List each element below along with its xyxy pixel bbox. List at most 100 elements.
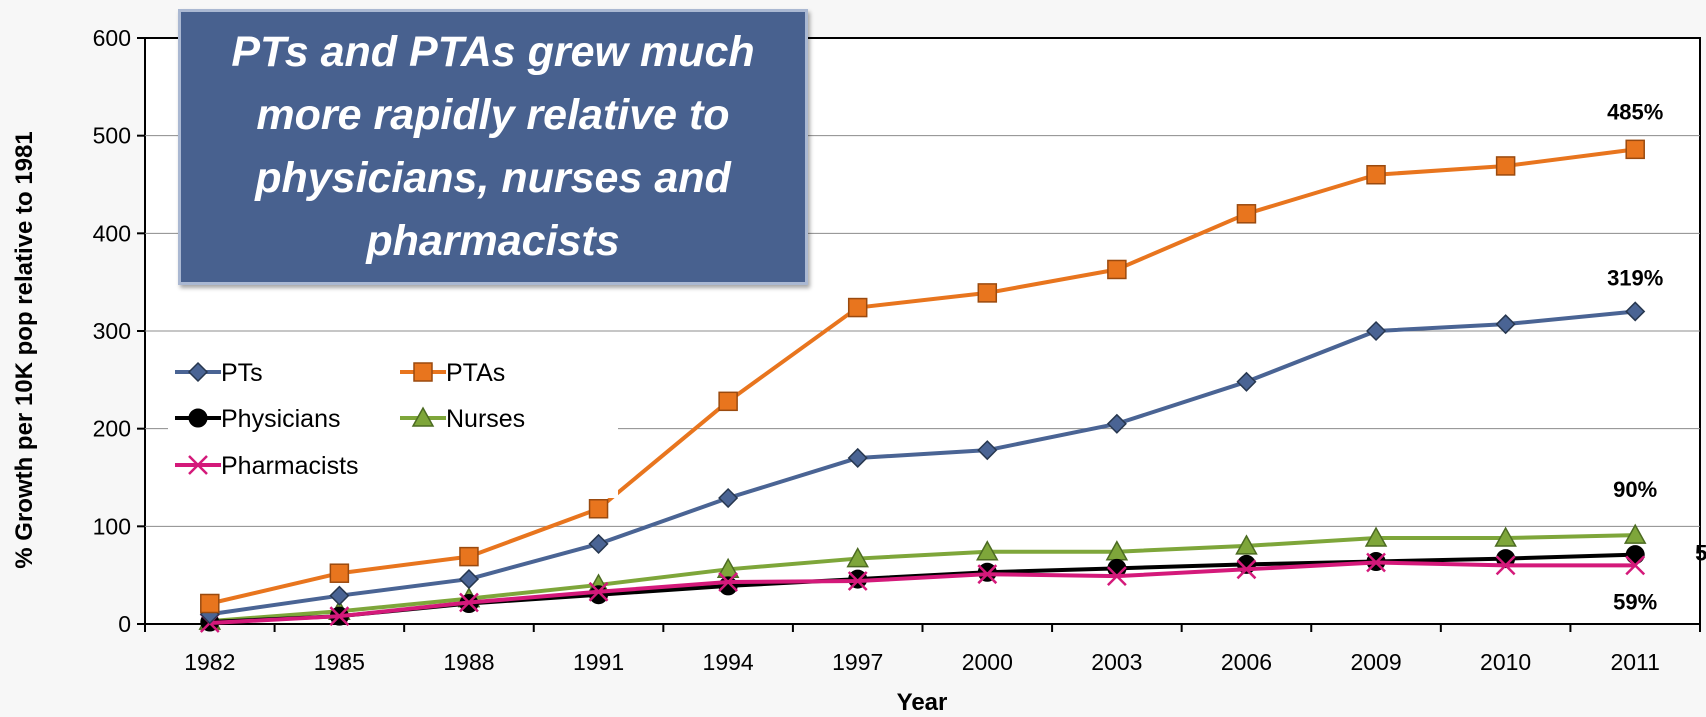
data-point-pharmacists: [1625, 555, 1646, 576]
data-point-nurses: [846, 547, 869, 568]
end-label-physicians: 59%: [1695, 541, 1706, 566]
legend-item-ptas: PTAs: [400, 359, 505, 387]
legend-item-pharmacists: Pharmacists: [175, 452, 359, 480]
x-tick-label: 2010: [1480, 649, 1531, 675]
x-tick-label: 1991: [573, 649, 624, 675]
data-point-nurses: [1494, 526, 1517, 547]
chart-title-box: PTs and PTAs grew much more rapidly rela…: [178, 9, 808, 285]
data-point-pharmacists: [718, 572, 739, 592]
legend-item-nurses: Nurses: [400, 405, 525, 433]
data-point-pts: [1236, 371, 1257, 392]
y-tick-label: 0: [118, 611, 131, 637]
x-tick-label: 2011: [1610, 649, 1659, 675]
axes: 0 100 200 300 400 500 600 1982 1985 1988 1991 1994 1…: [93, 25, 1701, 675]
data-point-pts: [458, 569, 480, 590]
legend-label: Nurses: [446, 405, 525, 433]
y-axis-title: % Growth per 10K pop relative to 1981: [11, 131, 38, 568]
data-point-nurses: [976, 540, 999, 561]
data-point-physicians: [1625, 545, 1645, 565]
x-tick-label: 1988: [443, 649, 494, 675]
end-label-ptas: 485%: [1607, 99, 1663, 124]
chart-title: PTs and PTAs grew much more rapidly rela…: [231, 28, 755, 265]
series-nurses: [198, 523, 1647, 630]
data-point-pharmacists: [459, 592, 479, 613]
data-point-pts: [1625, 301, 1646, 322]
data-point-pts: [977, 440, 998, 461]
x-axis-title: Year: [897, 689, 948, 716]
x-tick-label: 2000: [962, 649, 1013, 675]
legend-label: PTAs: [446, 359, 505, 387]
legend-background: [168, 348, 618, 498]
legend-marker: [413, 362, 433, 382]
data-point-pts: [1365, 320, 1387, 342]
data-point-pharmacists: [977, 564, 998, 585]
y-tick-label: 600: [93, 25, 131, 51]
series-line-pts: [209, 309, 1636, 617]
series-line-ptas: [209, 147, 1636, 606]
y-tick-label: 100: [93, 513, 131, 539]
data-point-pharmacists: [329, 606, 350, 627]
legend-marker: [187, 361, 209, 383]
data-point-ptas: [1366, 164, 1386, 185]
data-point-ptas: [847, 297, 868, 318]
data-point-ptas: [588, 499, 609, 519]
data-point-ptas: [1495, 156, 1516, 176]
data-point-nurses: [1364, 526, 1388, 547]
data-point-physicians: [718, 576, 738, 596]
data-point-pts: [588, 533, 609, 554]
legend-marker: [188, 408, 208, 428]
x-tick-label: 1997: [832, 649, 883, 675]
y-tick-label: 400: [93, 220, 131, 246]
data-point-pts: [718, 487, 739, 509]
data-point-pharmacists: [1106, 566, 1127, 587]
series-line-nurses: [209, 533, 1636, 624]
legend-marker: [411, 406, 435, 427]
data-point-ptas: [200, 593, 220, 614]
data-point-ptas: [329, 563, 350, 583]
data-point-pts: [1106, 413, 1127, 434]
data-point-ptas: [1236, 204, 1257, 224]
legend: PTs PTAs Physicians Nurses Pharmacists: [168, 348, 618, 498]
legend-marker: [188, 455, 208, 475]
legend-label: Physicians: [221, 405, 341, 433]
x-tick-label: 1994: [703, 649, 754, 675]
y-tick-label: 300: [93, 318, 131, 344]
data-point-ptas: [1107, 259, 1127, 280]
data-point-ptas: [459, 546, 479, 567]
data-point-pharmacists: [1236, 559, 1257, 580]
data-point-pts: [329, 585, 350, 606]
y-tick-label: 200: [93, 416, 131, 442]
y-tick-label: 500: [93, 123, 131, 149]
legend-label: Pharmacists: [221, 452, 359, 480]
legend-item-physicians: Physicians: [175, 405, 341, 433]
end-label-pts: 319%: [1607, 265, 1663, 290]
series-lines: [198, 139, 1647, 633]
data-point-physicians: [1496, 549, 1516, 569]
data-point-pharmacists: [847, 571, 868, 591]
data-point-pharmacists: [588, 581, 609, 602]
data-point-nurses: [1623, 523, 1647, 544]
legend-item-pts: PTs: [175, 359, 263, 387]
data-point-pharmacists: [1366, 552, 1386, 573]
data-point-pharmacists: [1495, 555, 1516, 576]
end-labels: 319% 485% 59% 90% 59%: [1607, 99, 1706, 614]
series-ptas: [200, 139, 1645, 614]
legend-label: PTs: [221, 359, 263, 387]
data-point-physicians: [589, 585, 609, 605]
data-point-pts: [1495, 314, 1516, 335]
data-point-nurses: [1235, 534, 1258, 555]
data-point-ptas: [1625, 139, 1645, 160]
series-line-pharmacists: [209, 560, 1636, 626]
x-tick-label: 1982: [184, 649, 235, 675]
data-point-ptas: [718, 391, 738, 412]
end-label-nurses: 90%: [1613, 477, 1657, 502]
x-tick-label: 2006: [1221, 649, 1272, 675]
end-label-pharmacists: 59%: [1613, 589, 1657, 614]
x-tick-label: 2003: [1091, 649, 1142, 675]
x-tick-label: 1985: [314, 649, 365, 675]
series-pts: [199, 301, 1646, 625]
x-tick-label: 2009: [1350, 649, 1401, 675]
data-point-pts: [847, 447, 868, 469]
